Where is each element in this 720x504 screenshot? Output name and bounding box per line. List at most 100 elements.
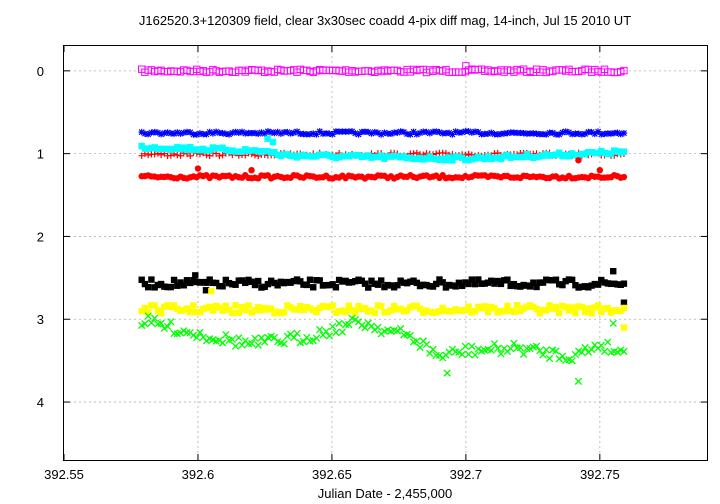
data-point (284, 302, 291, 309)
data-point (552, 151, 560, 158)
data-point (471, 128, 479, 135)
data-point (255, 147, 262, 155)
data-point (397, 305, 404, 313)
data-point (287, 304, 294, 311)
data-point (342, 152, 349, 160)
data-point (556, 309, 563, 317)
data-point (407, 278, 414, 285)
data-point (575, 303, 582, 310)
data-point (591, 280, 599, 288)
data-point (312, 334, 321, 342)
data-point (588, 128, 595, 136)
data-point (190, 276, 197, 284)
data-point (578, 283, 586, 291)
data-point (208, 287, 215, 295)
data-point (177, 130, 184, 137)
data-point (510, 129, 518, 136)
data-point (151, 302, 158, 309)
data-point (500, 153, 508, 160)
data-point (462, 156, 469, 164)
data-point (202, 287, 210, 294)
data-point (452, 306, 459, 313)
data-point (507, 307, 514, 314)
data-point (242, 130, 249, 137)
data-point (164, 302, 171, 309)
data-point (439, 279, 446, 286)
grid-lines (64, 46, 707, 460)
data-point (581, 283, 589, 290)
data-point (565, 129, 573, 136)
data-point (500, 277, 508, 284)
plot-frame (63, 45, 708, 461)
data-point (416, 343, 424, 352)
data-point (568, 150, 576, 157)
data-point (403, 154, 411, 162)
data-point (581, 308, 589, 316)
data-point (232, 128, 239, 136)
data-point (335, 276, 343, 284)
data-point (452, 283, 459, 290)
data-point (484, 130, 492, 138)
data-point (520, 281, 527, 289)
data-point (549, 129, 556, 137)
data-point (620, 280, 628, 287)
data-point (497, 307, 505, 315)
data-point (410, 277, 417, 284)
data-point (313, 153, 320, 160)
data-point (203, 147, 210, 154)
data-point (587, 345, 596, 354)
data-point (426, 130, 433, 137)
data-point (352, 130, 359, 137)
data-point (287, 152, 294, 160)
data-point (546, 302, 553, 309)
data-point (335, 153, 343, 161)
data-point (429, 309, 437, 316)
data-point (157, 319, 165, 327)
data-point (407, 131, 414, 138)
data-point (558, 352, 567, 360)
data-point (432, 351, 440, 360)
data-point (341, 320, 350, 329)
data-point (199, 278, 207, 286)
data-point (209, 144, 217, 151)
data-point (141, 304, 149, 312)
data-point (248, 167, 255, 174)
data-point (445, 281, 453, 289)
data-point (594, 149, 602, 156)
data-point (607, 130, 615, 137)
data-point (568, 304, 576, 311)
data-point (322, 130, 330, 137)
data-point (620, 324, 628, 331)
data-point (290, 306, 298, 313)
data-point (490, 339, 499, 348)
data-point (231, 342, 240, 350)
data-point (284, 278, 291, 286)
data-point (378, 152, 385, 159)
data-point (280, 129, 288, 136)
data-point (329, 302, 336, 309)
data-point (429, 128, 437, 136)
data-point (342, 277, 349, 285)
data-point (319, 302, 327, 310)
data-point (556, 131, 563, 138)
data-point (222, 146, 230, 154)
data-point (297, 152, 304, 160)
data-point (161, 129, 168, 137)
data-point (358, 277, 365, 284)
data-point (510, 280, 518, 288)
data-point (371, 128, 378, 136)
data-point (164, 145, 171, 153)
data-points (137, 62, 628, 385)
data-point (326, 281, 333, 289)
data-point (420, 281, 427, 289)
data-point (598, 147, 605, 155)
data-point (322, 327, 330, 336)
data-point (439, 130, 446, 137)
data-point (517, 153, 524, 161)
data-point (238, 277, 246, 284)
data-point (465, 303, 472, 310)
data-point (352, 309, 359, 316)
data-point (384, 130, 391, 137)
data-point (157, 310, 165, 317)
data-point (478, 154, 485, 162)
